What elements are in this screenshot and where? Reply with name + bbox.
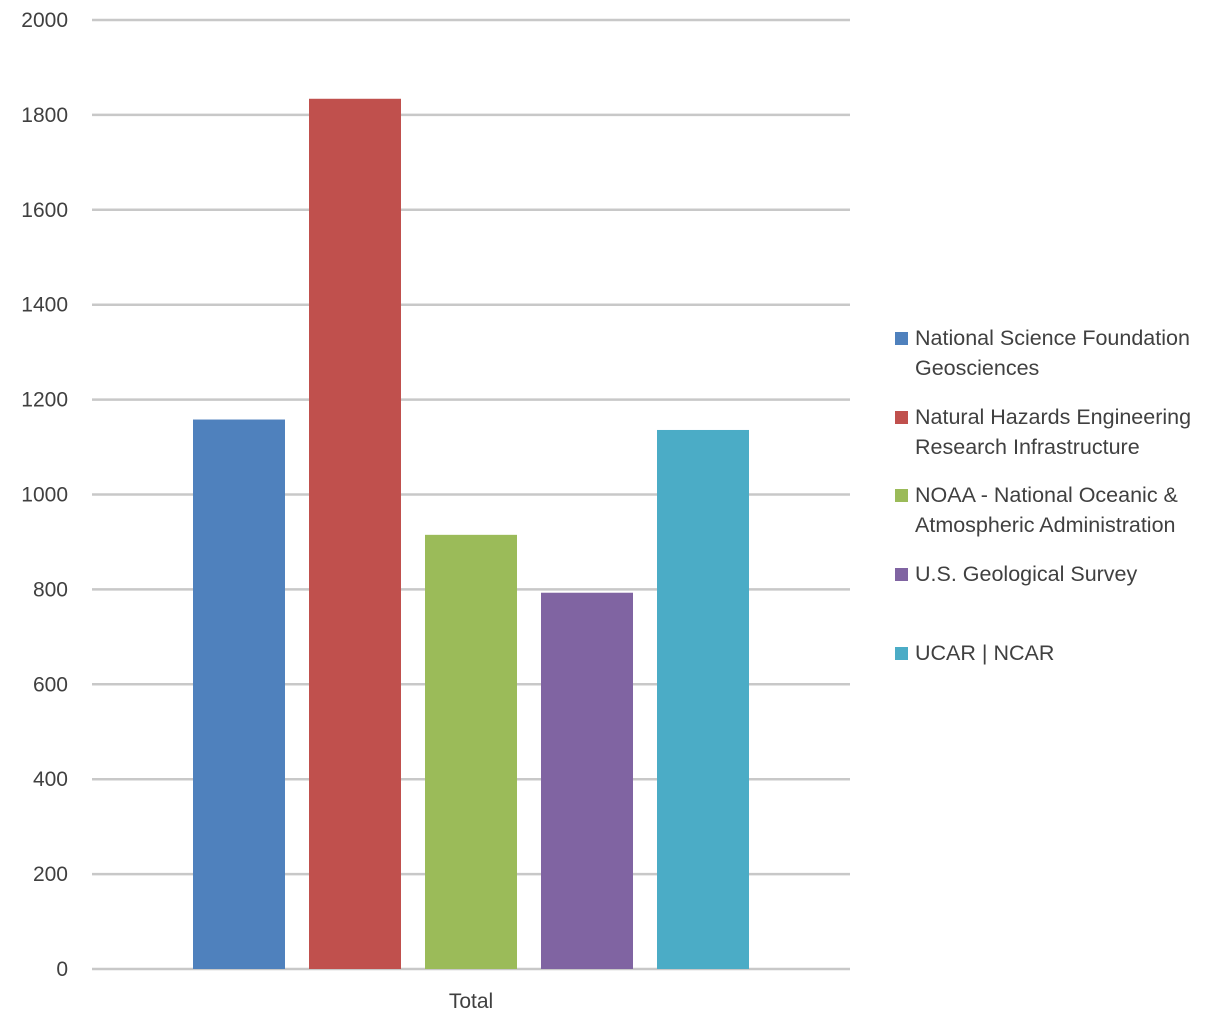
legend-swatch-noaa (895, 489, 908, 502)
y-tick-label: 1600 (21, 199, 68, 222)
y-tick-label: 1000 (21, 484, 68, 507)
legend-label: Natural Hazards Engineering Research Inf… (915, 405, 1192, 459)
legend-label: NOAA - National Oceanic & Atmospheric Ad… (915, 483, 1178, 537)
x-axis: Total (449, 990, 493, 1013)
legend-label: U.S. Geological Survey (915, 562, 1138, 586)
y-tick-label: 2000 (21, 9, 68, 32)
x-category-label: Total (449, 990, 493, 1013)
legend-label: National Science Foundation Geosciences (915, 326, 1190, 380)
y-tick-label: 400 (33, 768, 68, 791)
bar-3 (541, 592, 633, 969)
y-tick-label: 800 (33, 578, 68, 601)
bar-4 (657, 429, 749, 969)
bar-0 (193, 419, 285, 969)
legend-swatch-ucar (895, 647, 908, 660)
y-tick-label: 1200 (21, 389, 68, 412)
legend-label: UCAR | NCAR (915, 641, 1055, 665)
y-axis-tick-labels: 0 200 400 600 800 1000 1200 1400 1600 1800 2000 (21, 9, 68, 981)
legend-item-nsf-geosciences: National Science Foundation Geosciences (895, 323, 1190, 383)
legend-item-nheri: Natural Hazards Engineering Research Inf… (895, 402, 1191, 462)
legend-item-noaa: NOAA - National Oceanic & Atmospheric Ad… (895, 480, 1178, 540)
legend-swatch-nsf (895, 332, 908, 345)
y-tick-label: 1800 (21, 104, 68, 127)
y-tick-label: 0 (56, 958, 68, 981)
y-tick-label: 200 (33, 863, 68, 886)
legend-swatch-usgs (895, 568, 908, 581)
legend-swatch-nheri (895, 411, 908, 424)
legend-item-ucar-ncar: UCAR | NCAR (895, 638, 1054, 668)
bar-1 (309, 98, 401, 970)
y-tick-label: 1400 (21, 294, 68, 317)
y-tick-label: 600 (33, 673, 68, 696)
legend-item-usgs: U.S. Geological Survey (895, 559, 1137, 589)
bar-2 (425, 534, 517, 969)
bars (193, 98, 749, 970)
